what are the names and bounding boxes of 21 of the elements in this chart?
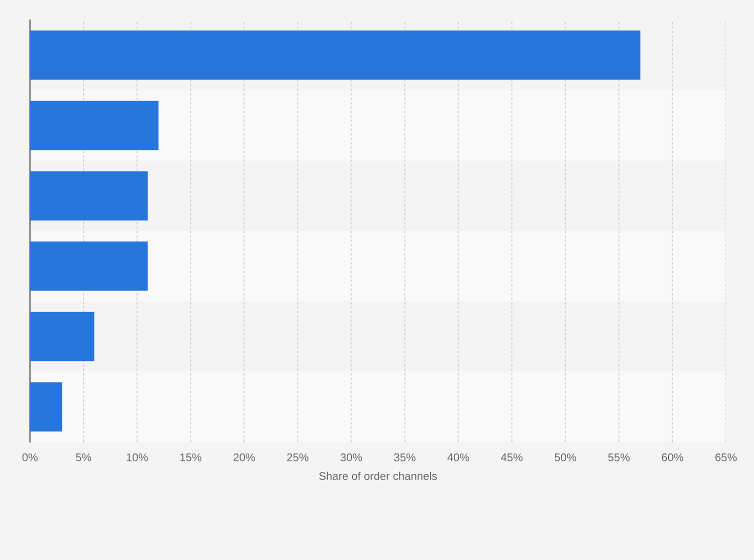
x-tick-label: 45% [500, 453, 523, 462]
x-tick-label: 20% [234, 453, 255, 462]
x-tick-label: 30% [340, 453, 362, 462]
x-tick-label: 25% [287, 453, 308, 462]
bar [30, 312, 94, 362]
bar [30, 382, 62, 432]
x-tick-label: 35% [394, 453, 416, 462]
x-tick-label: 10% [126, 453, 148, 462]
bar [30, 171, 148, 220]
bar [30, 242, 148, 291]
x-tick-label: 65% [715, 453, 737, 462]
bar [30, 100, 158, 150]
x-tick-label: 55% [608, 453, 630, 462]
x-tick-label: 40% [447, 453, 470, 462]
x-tick-label: 5% [76, 453, 92, 462]
x-tick-label: 50% [554, 453, 576, 462]
x-tick-label: 0% [22, 453, 38, 462]
x-axis-title: Share of order channels [319, 472, 437, 480]
x-tick-label: 15% [180, 453, 202, 462]
bar [30, 30, 640, 80]
x-tick-label: 60% [662, 453, 684, 462]
